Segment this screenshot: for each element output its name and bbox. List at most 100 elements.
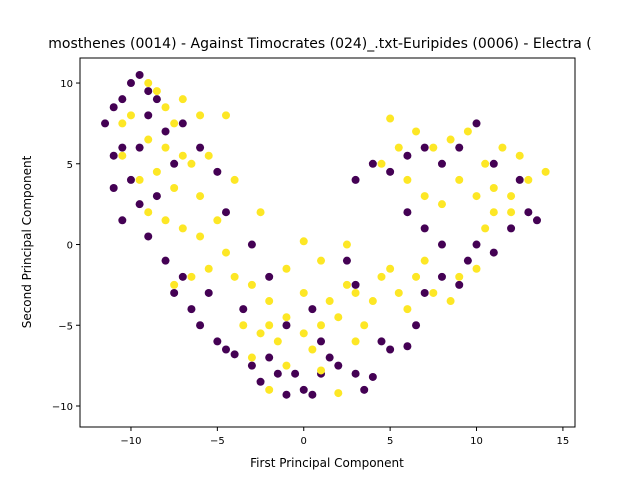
scatter-point xyxy=(472,240,481,249)
scatter-point xyxy=(152,167,161,176)
scatter-point xyxy=(377,337,386,346)
scatter-point xyxy=(265,321,274,330)
scatter-point xyxy=(325,353,334,362)
scatter-point xyxy=(498,143,507,152)
scatter-point xyxy=(489,159,498,168)
scatter-point xyxy=(118,143,127,152)
scatter-point xyxy=(161,216,170,225)
scatter-point xyxy=(420,288,429,297)
scatter-point xyxy=(455,143,464,152)
scatter-point xyxy=(317,256,326,265)
scatter-point xyxy=(135,143,144,152)
scatter-point xyxy=(144,135,153,144)
scatter-point xyxy=(420,224,429,233)
scatter-point xyxy=(221,345,230,354)
scatter-point xyxy=(342,240,351,249)
x-tick-label: 0 xyxy=(301,436,307,447)
chart-title: mosthenes (0014) - Against Timocrates (0… xyxy=(48,36,591,52)
scatter-point xyxy=(351,280,360,289)
scatter-point xyxy=(437,200,446,209)
scatter-point xyxy=(118,216,127,225)
scatter-point xyxy=(161,127,170,136)
scatter-point xyxy=(221,208,230,217)
scatter-point xyxy=(118,119,127,128)
scatter-point xyxy=(420,192,429,201)
scatter-point xyxy=(429,143,438,152)
scatter-point xyxy=(170,288,179,297)
scatter-point xyxy=(282,313,291,322)
scatter-point xyxy=(360,385,369,394)
scatter-point xyxy=(317,321,326,330)
scatter-point xyxy=(403,175,412,184)
x-tick-label: 10 xyxy=(470,436,483,447)
scatter-point xyxy=(187,159,196,168)
scatter-point xyxy=(507,224,516,233)
scatter-point xyxy=(161,143,170,152)
scatter-point xyxy=(463,127,472,136)
scatter-point xyxy=(507,208,516,217)
scatter-point xyxy=(221,248,230,257)
scatter-point xyxy=(308,345,317,354)
scatter-point xyxy=(282,390,291,399)
scatter-point xyxy=(403,151,412,160)
scatter-point xyxy=(109,151,118,160)
scatter-point xyxy=(256,329,265,338)
scatter-point xyxy=(118,151,127,160)
y-axis-label: Second Principal Component xyxy=(20,155,34,328)
scatter-point xyxy=(178,119,187,128)
scatter-point xyxy=(386,167,395,176)
scatter-point xyxy=(429,288,438,297)
scatter-point xyxy=(144,87,153,96)
scatter-point xyxy=(403,208,412,217)
scatter-point xyxy=(273,337,282,346)
scatter-point xyxy=(481,224,490,233)
scatter-point xyxy=(187,305,196,314)
scatter-point xyxy=(455,280,464,289)
scatter-point xyxy=(377,159,386,168)
scatter-point xyxy=(524,175,533,184)
scatter-point xyxy=(126,175,135,184)
scatter-point xyxy=(541,167,550,176)
scatter-point xyxy=(152,95,161,104)
scatter-point xyxy=(325,297,334,306)
scatter-point xyxy=(524,208,533,217)
scatter-point xyxy=(256,208,265,217)
scatter-point xyxy=(446,135,455,144)
scatter-point xyxy=(351,288,360,297)
scatter-point xyxy=(135,200,144,209)
scatter-point xyxy=(239,321,248,330)
scatter-point xyxy=(247,353,256,362)
scatter-point xyxy=(317,337,326,346)
scatter-point xyxy=(507,192,516,201)
y-tick-label: 5 xyxy=(67,160,73,171)
scatter-point xyxy=(412,321,421,330)
x-tick-label: −10 xyxy=(120,436,141,447)
scatter-point xyxy=(247,240,256,249)
scatter-point xyxy=(334,313,343,322)
scatter-point xyxy=(412,272,421,281)
scatter-point xyxy=(368,297,377,306)
scatter-point xyxy=(489,183,498,192)
scatter-point xyxy=(472,192,481,201)
scatter-point xyxy=(239,305,248,314)
scatter-point xyxy=(455,175,464,184)
scatter-point xyxy=(265,385,274,394)
scatter-point xyxy=(351,337,360,346)
scatter-point xyxy=(109,103,118,112)
scatter-point xyxy=(472,264,481,273)
scatter-point xyxy=(135,70,144,79)
scatter-point xyxy=(144,79,153,88)
scatter-point xyxy=(386,114,395,123)
y-tick-label: 0 xyxy=(67,241,73,252)
scatter-point xyxy=(204,288,213,297)
scatter-point xyxy=(273,369,282,378)
scatter-point xyxy=(342,280,351,289)
scatter-point xyxy=(437,159,446,168)
scatter-point xyxy=(144,208,153,217)
scatter-point xyxy=(291,369,300,378)
scatter-point xyxy=(386,345,395,354)
scatter-point xyxy=(230,175,239,184)
y-tick-label: −10 xyxy=(52,402,73,413)
scatter-point xyxy=(196,232,205,241)
scatter-point xyxy=(161,256,170,265)
